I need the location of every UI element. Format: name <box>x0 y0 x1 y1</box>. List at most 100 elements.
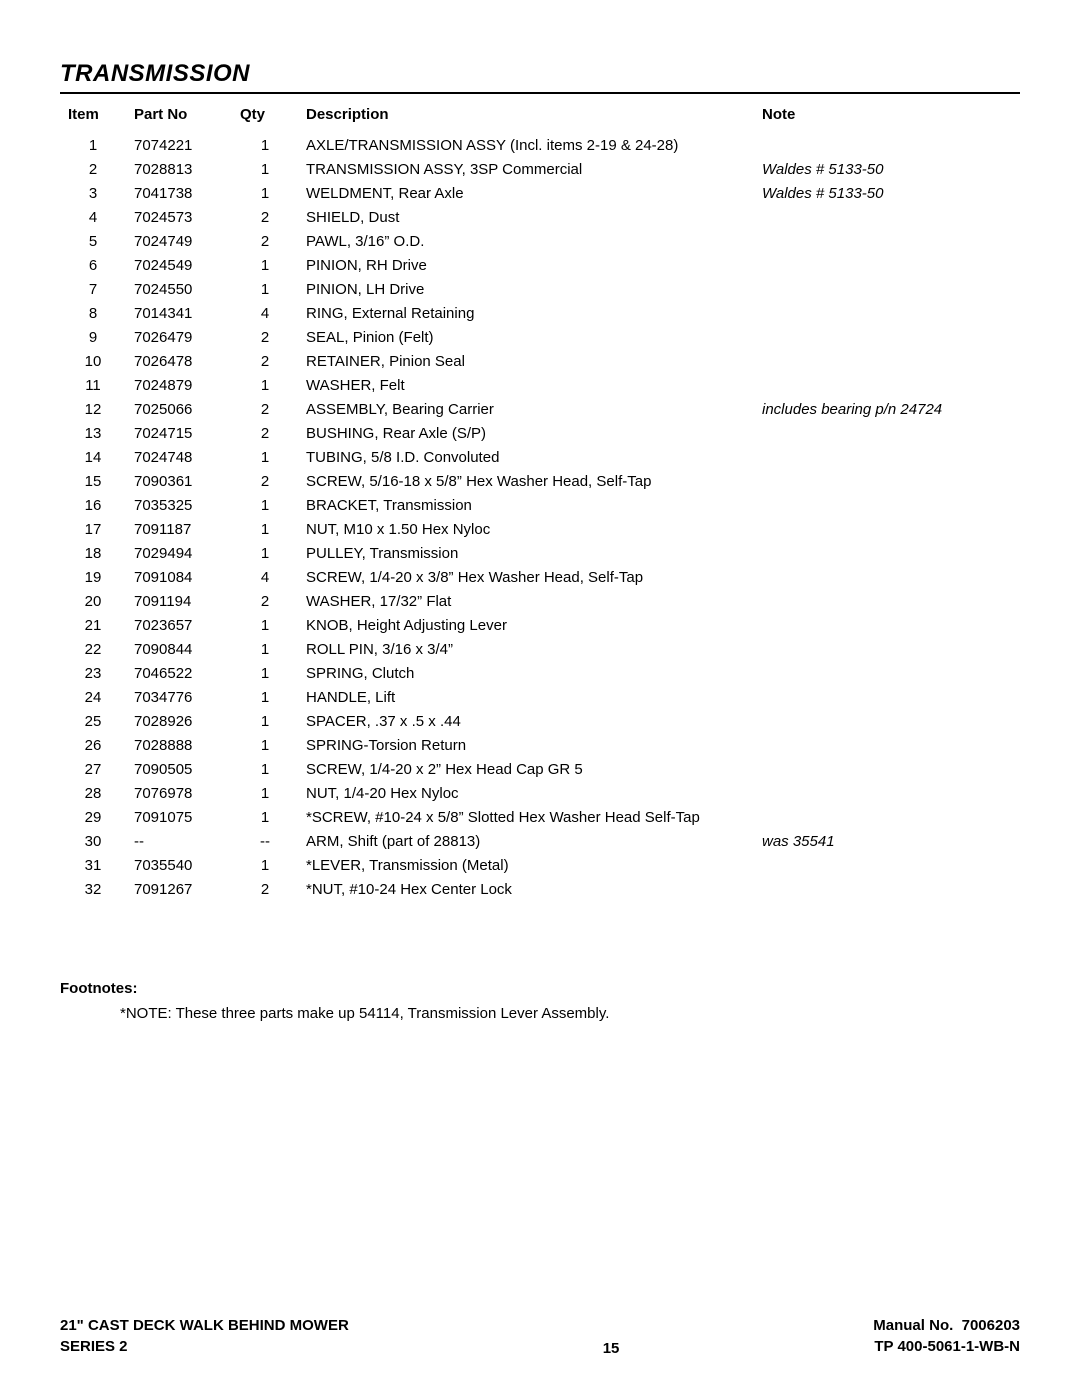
cell-part: 7026479 <box>126 325 232 349</box>
cell-part: 7024549 <box>126 253 232 277</box>
parts-manual-page: TRANSMISSION Item Part No Qty Descriptio… <box>0 0 1080 1397</box>
cell-qty: 1 <box>232 157 298 181</box>
cell-item: 28 <box>60 781 126 805</box>
table-row: 570247492PAWL, 3/16” O.D. <box>60 229 1020 253</box>
cell-note <box>754 301 1020 325</box>
table-row: 2270908441ROLL PIN, 3/16 x 3/4” <box>60 637 1020 661</box>
cell-item: 2 <box>60 157 126 181</box>
cell-desc: PINION, LH Drive <box>298 277 754 301</box>
cell-item: 23 <box>60 661 126 685</box>
table-row: 170742211AXLE/TRANSMISSION ASSY (Incl. i… <box>60 133 1020 157</box>
cell-desc: ASSEMBLY, Bearing Carrier <box>298 397 754 421</box>
cell-qty: 1 <box>232 541 298 565</box>
cell-desc: SCREW, 1/4-20 x 2” Hex Head Cap GR 5 <box>298 757 754 781</box>
cell-item: 3 <box>60 181 126 205</box>
table-row: 270288131TRANSMISSION ASSY, 3SP Commerci… <box>60 157 1020 181</box>
table-row: 2170236571KNOB, Height Adjusting Lever <box>60 613 1020 637</box>
cell-part: 7028813 <box>126 157 232 181</box>
cell-qty: 2 <box>232 589 298 613</box>
cell-item: 30 <box>60 829 126 853</box>
cell-note <box>754 349 1020 373</box>
cell-part: 7091075 <box>126 805 232 829</box>
cell-note: Waldes # 5133-50 <box>754 157 1020 181</box>
cell-qty: 4 <box>232 301 298 325</box>
cell-qty: 2 <box>232 877 298 901</box>
table-row: 2570289261SPACER, .37 x .5 x .44 <box>60 709 1020 733</box>
cell-note: includes bearing p/n 24724 <box>754 397 1020 421</box>
cell-item: 15 <box>60 469 126 493</box>
cell-item: 11 <box>60 373 126 397</box>
table-row: 470245732SHIELD, Dust <box>60 205 1020 229</box>
cell-note <box>754 421 1020 445</box>
table-row: 30----ARM, Shift (part of 28813)was 3554… <box>60 829 1020 853</box>
cell-part: 7024550 <box>126 277 232 301</box>
section-title: TRANSMISSION <box>60 60 1020 94</box>
cell-item: 14 <box>60 445 126 469</box>
cell-note <box>754 253 1020 277</box>
cell-desc: RING, External Retaining <box>298 301 754 325</box>
cell-desc: BRACKET, Transmission <box>298 493 754 517</box>
cell-desc: WASHER, Felt <box>298 373 754 397</box>
cell-desc: *NUT, #10-24 Hex Center Lock <box>298 877 754 901</box>
cell-note: was 35541 <box>754 829 1020 853</box>
cell-desc: PULLEY, Transmission <box>298 541 754 565</box>
cell-item: 4 <box>60 205 126 229</box>
table-row: 770245501PINION, LH Drive <box>60 277 1020 301</box>
cell-qty: 1 <box>232 445 298 469</box>
cell-item: 20 <box>60 589 126 613</box>
cell-qty: 1 <box>232 613 298 637</box>
table-row: 2470347761HANDLE, Lift <box>60 685 1020 709</box>
cell-note <box>754 733 1020 757</box>
cell-item: 6 <box>60 253 126 277</box>
cell-qty: 4 <box>232 565 298 589</box>
footer-manual-no: Manual No. 7006203 <box>873 1315 1020 1336</box>
cell-qty: 1 <box>232 781 298 805</box>
table-row: 2770905051SCREW, 1/4-20 x 2” Hex Head Ca… <box>60 757 1020 781</box>
cell-qty: 1 <box>232 853 298 877</box>
cell-item: 10 <box>60 349 126 373</box>
cell-desc: *LEVER, Transmission (Metal) <box>298 853 754 877</box>
table-row: 2970910751*SCREW, #10-24 x 5/8” Slotted … <box>60 805 1020 829</box>
cell-note <box>754 517 1020 541</box>
cell-item: 29 <box>60 805 126 829</box>
cell-desc: SPACER, .37 x .5 x .44 <box>298 709 754 733</box>
footer-tp-no: TP 400-5061-1-WB-N <box>874 1336 1020 1357</box>
cell-item: 13 <box>60 421 126 445</box>
cell-part: 7090505 <box>126 757 232 781</box>
table-row: 1470247481TUBING, 5/8 I.D. Convoluted <box>60 445 1020 469</box>
cell-item: 9 <box>60 325 126 349</box>
cell-qty: 1 <box>232 181 298 205</box>
footer-page-number: 15 <box>603 1340 620 1357</box>
cell-note <box>754 613 1020 637</box>
cell-desc: *SCREW, #10-24 x 5/8” Slotted Hex Washer… <box>298 805 754 829</box>
cell-desc: TRANSMISSION ASSY, 3SP Commercial <box>298 157 754 181</box>
cell-note <box>754 637 1020 661</box>
cell-qty: 1 <box>232 517 298 541</box>
cell-note <box>754 277 1020 301</box>
cell-note <box>754 853 1020 877</box>
header-note: Note <box>754 102 1020 133</box>
cell-part: 7041738 <box>126 181 232 205</box>
cell-qty: 1 <box>232 637 298 661</box>
cell-part: 7046522 <box>126 661 232 685</box>
cell-item: 21 <box>60 613 126 637</box>
header-part: Part No <box>126 102 232 133</box>
cell-qty: 2 <box>232 229 298 253</box>
cell-part: 7024748 <box>126 445 232 469</box>
cell-qty: 2 <box>232 205 298 229</box>
cell-note <box>754 877 1020 901</box>
cell-part: -- <box>126 829 232 853</box>
cell-note <box>754 661 1020 685</box>
cell-note <box>754 205 1020 229</box>
table-header-row: Item Part No Qty Description Note <box>60 102 1020 133</box>
table-row: 1370247152BUSHING, Rear Axle (S/P) <box>60 421 1020 445</box>
table-row: 1570903612SCREW, 5/16-18 x 5/8” Hex Wash… <box>60 469 1020 493</box>
cell-part: 7028926 <box>126 709 232 733</box>
table-row: 1070264782RETAINER, Pinion Seal <box>60 349 1020 373</box>
cell-note <box>754 469 1020 493</box>
footer-series: SERIES 2 <box>60 1336 349 1357</box>
cell-qty: -- <box>232 829 298 853</box>
table-row: 1970910844SCREW, 1/4-20 x 3/8” Hex Washe… <box>60 565 1020 589</box>
cell-desc: RETAINER, Pinion Seal <box>298 349 754 373</box>
cell-desc: PINION, RH Drive <box>298 253 754 277</box>
